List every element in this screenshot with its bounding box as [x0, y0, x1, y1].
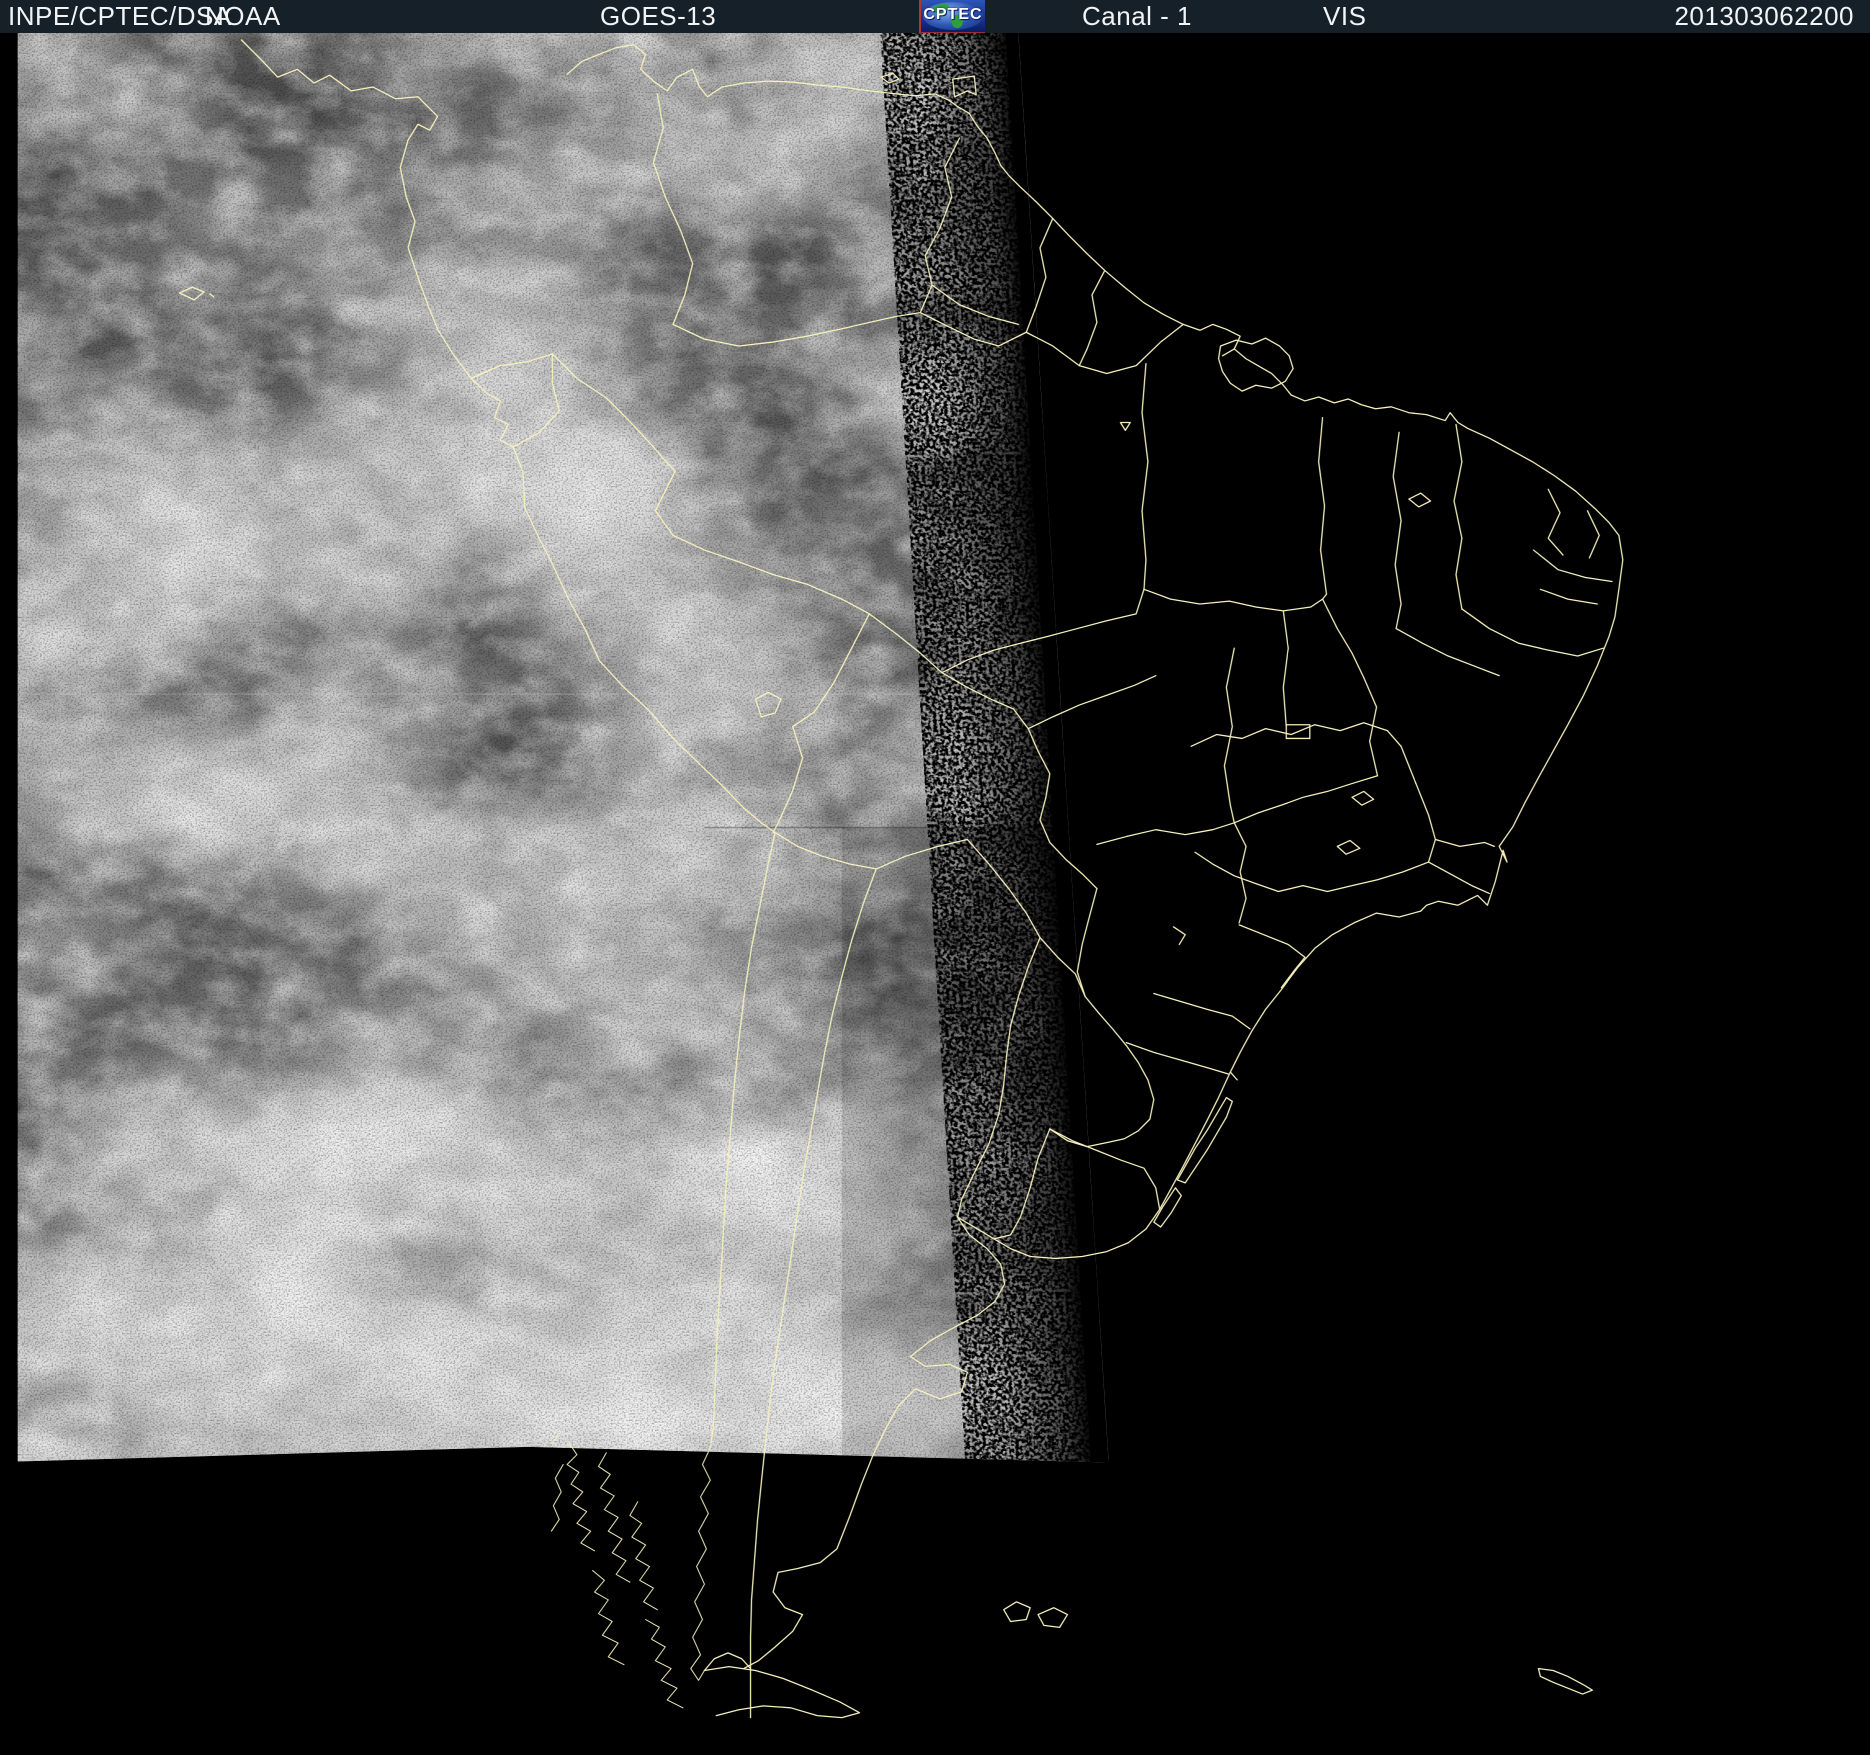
falkland-islands: [1003, 1601, 1069, 1628]
channel-type-label: VIS: [1323, 1, 1367, 31]
chilean-fjords: [550, 1432, 711, 1709]
bolivia-brazil-border: [941, 672, 1098, 890]
header-bar: INPE/CPTEC/DSA NOAA GOES-13 Canal - 1 VI…: [0, 0, 1870, 33]
timestamp-label: 201303062200: [1674, 1, 1854, 31]
colombia-venezuela-border: [652, 93, 694, 326]
brazil-atlantic-coastline: [1009, 394, 1624, 1260]
distrito-federal-rectangle: [1285, 724, 1311, 740]
uruguay-brazil-border: [1049, 1128, 1161, 1211]
brazil-state-borders: [931, 284, 1613, 1075]
peru-bolivia-border: [792, 613, 870, 728]
tierra-del-fuego-coastline: [703, 1665, 861, 1719]
satellite-label: GOES-13: [600, 1, 717, 31]
cptec-logo-text: CPTEC: [923, 6, 983, 23]
uruguay-argentina-border: [993, 1128, 1051, 1240]
suriname-frguiana-border: [1078, 269, 1106, 367]
ecuador-peru-border: [512, 353, 560, 448]
margarita-island: [880, 72, 900, 84]
lakes-and-lagoons: [1153, 492, 1432, 1228]
south-georgia-island: [1537, 1667, 1594, 1695]
colombia-peru-brazil-border: [551, 353, 943, 674]
paraguay-argentina-border: [966, 838, 1086, 998]
argentina-brazil-border: [1049, 995, 1155, 1148]
lagoa-dos-patos: [1176, 1096, 1233, 1184]
bolivia-paraguay-border: [875, 838, 969, 870]
agency-label: NOAA: [205, 1, 281, 31]
amazon-channel: [1233, 348, 1292, 396]
argentina-coastline: [743, 1216, 1012, 1670]
lagoa-mirim: [1153, 1187, 1182, 1228]
country-borders: [470, 93, 1184, 1670]
suriname-brazil-border: [1025, 331, 1080, 367]
bolivia-argentina-border: [774, 831, 877, 870]
channel-label: Canal - 1: [1082, 1, 1192, 31]
satellite-image-area: [0, 33, 1870, 1750]
north-coastline: [566, 44, 1241, 357]
satellite-image: [17, 33, 1853, 1750]
guyana-suriname-border: [1025, 217, 1054, 333]
paraguay-river-border: [956, 936, 1041, 1218]
colombia-ecuador-border: [470, 353, 553, 380]
marajo-island: [1217, 337, 1294, 392]
bolivia-chile-border: [772, 726, 804, 834]
galapagos-islands: [178, 286, 215, 301]
lake-titicaca: [754, 691, 782, 718]
guyana-brazil-border: [919, 311, 1027, 347]
scan-seam-line: [17, 693, 1009, 695]
map-borders-overlay: [178, 39, 1624, 1719]
frguiana-brazil-border: [1078, 323, 1184, 375]
cptec-logo: CPTEC: [919, 0, 985, 33]
paraguay-brazil-border: [1076, 887, 1098, 998]
source-label: INPE/CPTEC/DSA: [8, 1, 232, 31]
pacific-coastline: [240, 39, 776, 1449]
trinidad-island: [952, 75, 977, 98]
small-lake: [1119, 421, 1131, 432]
scan-seam-line: [704, 826, 1109, 829]
magellan-strait: [703, 1652, 752, 1672]
argentina-chile-border: [749, 868, 877, 1670]
venezuela-brazil-border: [672, 311, 921, 347]
day-swath: [17, 33, 1109, 1463]
